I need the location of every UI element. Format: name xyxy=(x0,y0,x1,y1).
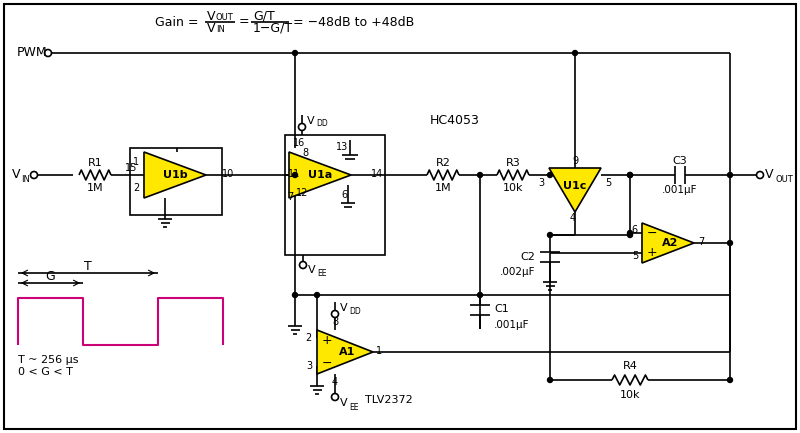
Text: Gain =: Gain = xyxy=(155,16,198,29)
Text: 1M: 1M xyxy=(434,183,451,193)
Text: 3: 3 xyxy=(306,361,312,371)
Text: V: V xyxy=(207,10,215,23)
Text: PWM: PWM xyxy=(17,46,48,59)
Text: U1a: U1a xyxy=(308,170,332,180)
Polygon shape xyxy=(317,330,373,374)
Text: V: V xyxy=(765,168,774,181)
Circle shape xyxy=(314,293,319,297)
Text: C1: C1 xyxy=(494,304,509,314)
Text: 2: 2 xyxy=(306,333,312,343)
Text: 14: 14 xyxy=(370,169,383,179)
Text: 15: 15 xyxy=(125,163,137,173)
Text: C3: C3 xyxy=(673,156,687,166)
Text: EE: EE xyxy=(349,403,358,411)
Circle shape xyxy=(547,172,553,178)
Circle shape xyxy=(547,233,553,237)
Text: DD: DD xyxy=(316,120,328,129)
Circle shape xyxy=(727,172,733,178)
Circle shape xyxy=(478,293,482,297)
Text: V: V xyxy=(307,116,314,126)
Text: 13: 13 xyxy=(336,142,348,152)
Text: V: V xyxy=(207,22,215,35)
Text: 5: 5 xyxy=(605,178,611,188)
Text: 10k: 10k xyxy=(620,390,640,400)
Text: 10k: 10k xyxy=(502,183,523,193)
Text: +: + xyxy=(646,246,658,259)
Text: IN: IN xyxy=(21,174,30,184)
Text: 7: 7 xyxy=(698,237,704,247)
Text: 10: 10 xyxy=(222,169,234,179)
Text: V: V xyxy=(12,168,21,181)
Text: 6: 6 xyxy=(632,225,638,235)
Text: A1: A1 xyxy=(339,347,355,357)
Text: 1M: 1M xyxy=(86,183,103,193)
Text: V: V xyxy=(340,303,348,313)
Text: U1b: U1b xyxy=(162,170,187,180)
Text: R1: R1 xyxy=(88,158,102,168)
Text: .001μF: .001μF xyxy=(494,320,530,330)
Text: 9: 9 xyxy=(572,156,578,166)
Text: −: − xyxy=(322,356,332,369)
Text: V: V xyxy=(340,398,348,408)
Text: 1: 1 xyxy=(376,346,382,356)
Circle shape xyxy=(627,230,633,236)
Text: 11: 11 xyxy=(288,169,300,179)
Text: OUT: OUT xyxy=(775,174,793,184)
Circle shape xyxy=(727,240,733,246)
Text: 6: 6 xyxy=(341,190,347,200)
Text: DD: DD xyxy=(349,307,361,316)
Text: = −48dB to +48dB: = −48dB to +48dB xyxy=(293,16,414,29)
Text: EE: EE xyxy=(317,269,326,278)
Polygon shape xyxy=(549,168,601,212)
Text: OUT: OUT xyxy=(216,13,234,23)
Text: +: + xyxy=(322,335,332,348)
Text: 4: 4 xyxy=(570,213,576,223)
Polygon shape xyxy=(289,152,351,198)
Circle shape xyxy=(627,172,633,178)
Text: 7: 7 xyxy=(287,192,293,202)
Text: .001μF: .001μF xyxy=(662,185,698,195)
Text: −: − xyxy=(646,226,658,239)
Text: G: G xyxy=(46,271,55,284)
Text: IN: IN xyxy=(216,26,225,35)
Text: 3: 3 xyxy=(538,178,544,188)
Text: R2: R2 xyxy=(435,158,450,168)
Text: T: T xyxy=(84,261,92,274)
Circle shape xyxy=(478,172,482,178)
Circle shape xyxy=(293,293,298,297)
Text: 12: 12 xyxy=(296,188,308,198)
Circle shape xyxy=(293,51,298,55)
Circle shape xyxy=(727,378,733,382)
Text: 5: 5 xyxy=(632,251,638,261)
Text: 1: 1 xyxy=(133,157,139,167)
Text: 8: 8 xyxy=(302,148,308,158)
Text: 16: 16 xyxy=(293,138,305,148)
Text: .002μF: .002μF xyxy=(499,267,535,277)
Text: 2: 2 xyxy=(133,183,139,193)
Circle shape xyxy=(293,172,298,178)
Text: 8: 8 xyxy=(332,317,338,327)
Text: C2: C2 xyxy=(520,252,535,262)
Circle shape xyxy=(627,233,633,237)
Text: 0 < G < T: 0 < G < T xyxy=(18,367,73,377)
Text: 4: 4 xyxy=(332,377,338,387)
Circle shape xyxy=(573,51,578,55)
Text: G/T: G/T xyxy=(253,10,274,23)
Polygon shape xyxy=(642,223,694,263)
Text: HC4053: HC4053 xyxy=(430,113,480,126)
Text: TLV2372: TLV2372 xyxy=(365,395,413,405)
Text: R4: R4 xyxy=(622,361,638,371)
Text: A2: A2 xyxy=(662,238,678,248)
Circle shape xyxy=(627,172,633,178)
Polygon shape xyxy=(144,152,206,198)
Text: V: V xyxy=(308,265,316,275)
Text: =: = xyxy=(239,16,250,29)
Circle shape xyxy=(547,378,553,382)
Text: T ~ 256 μs: T ~ 256 μs xyxy=(18,355,78,365)
Text: U1c: U1c xyxy=(563,181,586,191)
Text: R3: R3 xyxy=(506,158,520,168)
Text: 1−G/T: 1−G/T xyxy=(253,22,293,35)
